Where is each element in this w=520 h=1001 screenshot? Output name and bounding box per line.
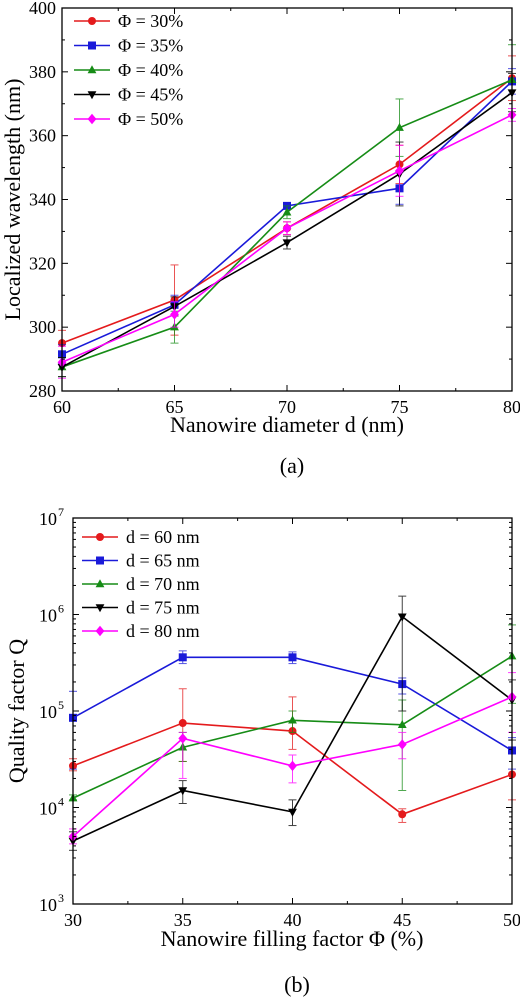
- y-tick-label: 320: [29, 253, 56, 273]
- panel-a-y-axis-label: Localized wavelength (nm): [0, 79, 25, 321]
- series-5: [57, 108, 517, 379]
- x-tick-label: 40: [284, 910, 302, 930]
- data-point: [397, 613, 407, 622]
- legend-entry-label: Φ = 35%: [118, 36, 183, 56]
- legend-entry-label: d = 80 nm: [126, 621, 200, 641]
- data-point: [288, 653, 297, 662]
- x-tick-label: 35: [174, 910, 192, 930]
- legend-marker: [95, 625, 105, 637]
- data-point: [398, 810, 407, 819]
- y-tick-label: 340: [29, 190, 56, 210]
- data-point: [282, 207, 292, 216]
- panel-b-y-axis-label: Quality factor Q: [4, 639, 29, 783]
- x-tick-label: 75: [391, 397, 409, 417]
- data-point: [397, 719, 407, 728]
- legend-marker: [95, 604, 105, 613]
- x-tick-label: 70: [278, 397, 296, 417]
- data-point: [397, 739, 407, 750]
- panel-b-label: (b): [284, 972, 310, 997]
- y-tick-exponent: 7: [58, 505, 64, 519]
- panel-a-x-axis-label: Nanowire diameter d (nm): [170, 412, 404, 437]
- y-tick-exponent: 3: [58, 891, 64, 905]
- legend-entry-label: d = 70 nm: [126, 574, 200, 594]
- data-point: [178, 733, 188, 744]
- data-point: [395, 122, 404, 131]
- legend-marker: [95, 579, 105, 588]
- x-tick-label: 50: [503, 910, 520, 930]
- legend-marker: [96, 533, 104, 541]
- legend-entry-label: d = 65 nm: [126, 551, 200, 571]
- data-point: [288, 808, 297, 817]
- data-point: [178, 719, 187, 728]
- y-tick-label: 10: [39, 895, 57, 915]
- legend-entry-label: Φ = 30%: [118, 11, 183, 31]
- y-tick-label: 10: [39, 702, 57, 722]
- data-point: [178, 787, 188, 796]
- data-point: [282, 239, 292, 248]
- legend-entry-label: d = 75 nm: [126, 598, 200, 618]
- data-point: [170, 309, 179, 320]
- panel-a-label: (a): [280, 453, 304, 478]
- x-tick-label: 65: [166, 397, 184, 417]
- data-point: [288, 760, 297, 772]
- panel-a-axes-ticks: 60 65 70 75 80 280 300 320 340 360 380 400: [29, 0, 520, 417]
- legend-entry-label: Φ = 50%: [118, 109, 183, 129]
- y-tick-exponent: 4: [58, 795, 64, 809]
- x-tick-label: 30: [64, 910, 82, 930]
- legend-marker: [87, 113, 97, 125]
- legend-marker: [96, 556, 104, 565]
- legend-marker: [88, 41, 96, 50]
- y-tick-label: 10: [39, 509, 57, 529]
- y-tick-label: 10: [39, 606, 57, 626]
- y-tick-label: 380: [29, 62, 56, 82]
- y-tick-label: 10: [39, 799, 57, 819]
- legend-entry-label: d = 60 nm: [126, 527, 200, 547]
- data-point: [178, 653, 187, 662]
- y-tick-exponent: 5: [58, 698, 64, 712]
- y-tick-label: 400: [29, 0, 56, 18]
- data-point: [282, 223, 292, 234]
- x-tick-label: 80: [503, 397, 520, 417]
- data-point: [395, 165, 404, 176]
- legend-entry-label: Φ = 45%: [118, 85, 183, 105]
- panel-b-x-axis-label: Nanowire filling factor Φ (%): [161, 926, 424, 951]
- x-tick-label: 60: [53, 397, 71, 417]
- y-tick-exponent: 6: [58, 602, 64, 616]
- panel-b-legend: d = 60 nm d = 65 nm d = 70 nm d = 75 nm d = …: [82, 527, 200, 641]
- panel-a: 60 65 70 75 80 280 300 320 340 360 380 400 Nanowire…: [0, 0, 520, 478]
- panel-a-legend: Φ = 30% Φ = 35% Φ = 40% Φ = 45% Φ = 50%: [74, 11, 183, 129]
- y-tick-label: 360: [29, 126, 56, 146]
- legend-marker: [87, 65, 97, 74]
- y-tick-label: 300: [29, 317, 56, 337]
- panel-b-series: [68, 595, 517, 851]
- legend-marker: [87, 91, 97, 100]
- x-tick-label: 45: [393, 910, 411, 930]
- legend-marker: [88, 17, 96, 25]
- y-tick-label: 280: [29, 381, 56, 401]
- data-point: [288, 715, 297, 724]
- legend-entry-label: Φ = 40%: [118, 60, 183, 80]
